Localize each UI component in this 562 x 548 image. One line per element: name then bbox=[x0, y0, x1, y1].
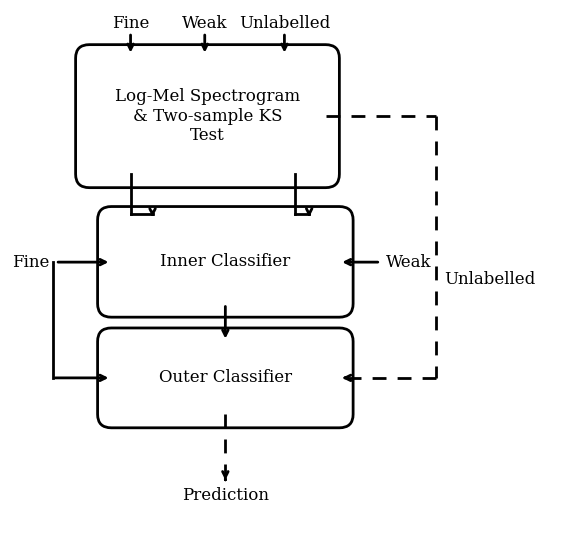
FancyBboxPatch shape bbox=[76, 44, 339, 187]
FancyBboxPatch shape bbox=[98, 328, 353, 428]
Text: Prediction: Prediction bbox=[182, 487, 269, 504]
Text: Weak: Weak bbox=[386, 254, 432, 271]
Text: Outer Classifier: Outer Classifier bbox=[159, 369, 292, 386]
Text: Unlabelled: Unlabelled bbox=[444, 271, 535, 288]
Text: Unlabelled: Unlabelled bbox=[239, 15, 330, 32]
Text: Fine: Fine bbox=[12, 254, 49, 271]
Text: Fine: Fine bbox=[112, 15, 149, 32]
Text: Weak: Weak bbox=[182, 15, 228, 32]
FancyBboxPatch shape bbox=[98, 207, 353, 317]
Text: Log-Mel Spectrogram
& Two-sample KS
Test: Log-Mel Spectrogram & Two-sample KS Test bbox=[115, 88, 300, 144]
Text: Inner Classifier: Inner Classifier bbox=[160, 253, 291, 270]
